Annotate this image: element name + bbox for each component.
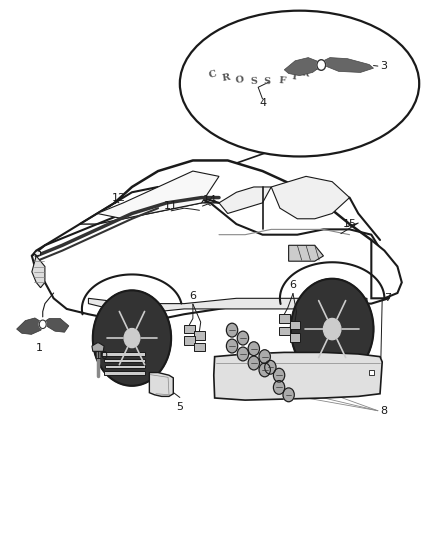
Text: I: I [291,72,297,82]
Text: 4: 4 [259,98,266,108]
Text: R: R [300,68,310,78]
Circle shape [106,306,158,370]
Polygon shape [105,365,145,368]
Polygon shape [214,352,382,400]
Polygon shape [271,176,350,219]
Polygon shape [219,187,271,214]
Polygon shape [321,58,374,72]
Polygon shape [32,256,45,288]
Polygon shape [290,320,300,329]
Text: 14: 14 [203,195,217,205]
Polygon shape [279,327,290,335]
Text: 15: 15 [343,219,357,229]
Polygon shape [369,370,374,375]
Text: 5: 5 [177,402,184,411]
Polygon shape [290,333,300,342]
Text: S: S [250,77,258,86]
Text: 12: 12 [112,192,126,203]
Polygon shape [104,359,145,362]
Text: S: S [263,77,271,86]
Text: 3: 3 [380,61,387,71]
Circle shape [259,363,270,377]
Polygon shape [279,314,290,322]
Polygon shape [194,343,205,351]
Text: 10: 10 [95,351,109,361]
Circle shape [248,356,259,370]
Circle shape [237,347,249,361]
Polygon shape [289,245,323,261]
Circle shape [39,320,46,328]
Circle shape [283,388,294,402]
Polygon shape [43,318,69,332]
Circle shape [265,360,276,374]
Polygon shape [184,325,194,333]
Circle shape [248,342,259,356]
Polygon shape [17,318,43,334]
Ellipse shape [180,11,419,157]
Circle shape [226,339,238,353]
Text: C: C [208,69,217,80]
Circle shape [304,295,360,364]
Circle shape [124,328,140,348]
Text: 7: 7 [385,293,392,303]
Circle shape [273,381,285,394]
Polygon shape [32,187,393,319]
Polygon shape [34,251,41,256]
Polygon shape [102,352,145,356]
Polygon shape [104,372,145,375]
Circle shape [237,331,249,345]
Polygon shape [97,171,219,219]
Circle shape [259,350,270,364]
Circle shape [323,318,341,340]
Circle shape [291,279,374,379]
Text: 11: 11 [164,200,178,211]
Polygon shape [92,343,104,351]
Text: 6: 6 [290,280,297,290]
Polygon shape [194,331,205,340]
Polygon shape [371,240,402,298]
Circle shape [93,290,171,386]
Text: 8: 8 [380,406,387,416]
Circle shape [226,323,238,337]
Text: R: R [221,73,231,83]
Polygon shape [88,298,367,314]
Text: F: F [278,76,286,85]
Text: 6: 6 [189,291,196,301]
Text: E: E [313,62,322,72]
Circle shape [273,368,285,382]
Polygon shape [149,373,173,397]
Text: O: O [235,76,244,85]
Circle shape [317,60,325,70]
Polygon shape [184,336,194,345]
Polygon shape [284,58,321,76]
Text: 1: 1 [36,343,43,353]
